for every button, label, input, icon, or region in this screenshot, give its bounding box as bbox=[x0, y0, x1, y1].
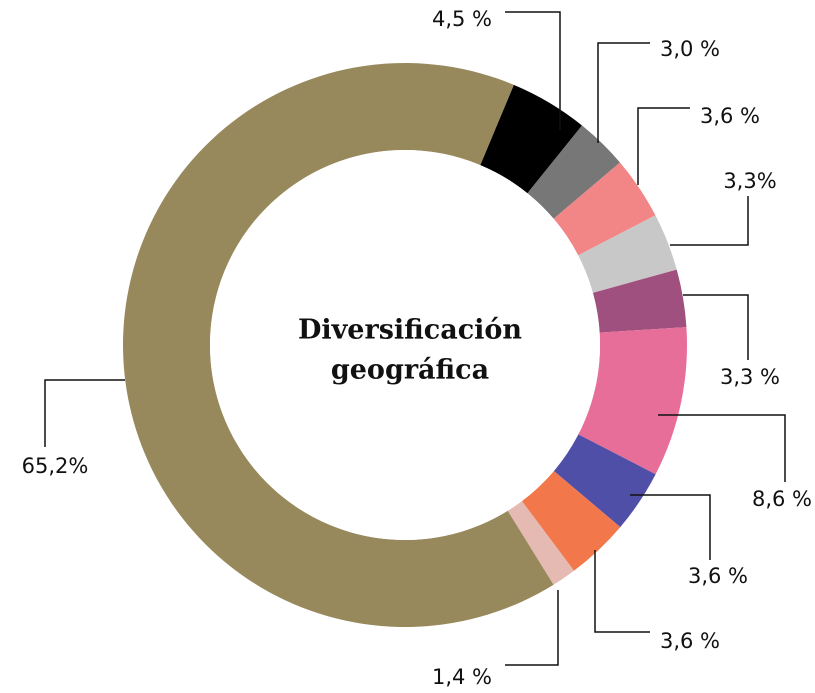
chart-title: geográfica bbox=[331, 355, 489, 386]
slice bbox=[578, 215, 677, 293]
value-label: 3,6 % bbox=[660, 629, 720, 653]
value-label: 3,3% bbox=[723, 169, 776, 193]
slice bbox=[578, 327, 688, 475]
chart-title: Diversificación bbox=[298, 315, 522, 346]
slice bbox=[480, 84, 583, 194]
value-label: 65,2% bbox=[22, 454, 89, 478]
slice bbox=[553, 434, 656, 528]
value-label: 3,6 % bbox=[688, 564, 748, 588]
donut bbox=[123, 62, 688, 627]
leader-line bbox=[597, 42, 650, 143]
value-label: 3,3 % bbox=[720, 365, 780, 389]
leader-line bbox=[637, 107, 690, 185]
leader-line bbox=[505, 590, 559, 666]
slice bbox=[592, 269, 687, 333]
donut-hole bbox=[210, 150, 600, 540]
slice bbox=[521, 470, 621, 571]
value-label: 1,4 % bbox=[432, 665, 492, 689]
leader-line bbox=[658, 414, 786, 482]
value-label: 4,5 % bbox=[432, 7, 492, 31]
value-label: 8,6 % bbox=[752, 487, 812, 511]
leader-line bbox=[594, 550, 650, 633]
slice bbox=[123, 62, 554, 627]
leader-line bbox=[505, 11, 561, 130]
slice bbox=[507, 501, 575, 585]
leader-line bbox=[630, 494, 711, 560]
leader-line bbox=[670, 196, 749, 246]
leader-line bbox=[683, 294, 749, 360]
slice bbox=[527, 125, 620, 219]
value-label: 3,0 % bbox=[660, 37, 720, 61]
leader-line bbox=[44, 379, 125, 447]
slice bbox=[553, 162, 656, 256]
value-label: 3,6 % bbox=[700, 104, 760, 128]
